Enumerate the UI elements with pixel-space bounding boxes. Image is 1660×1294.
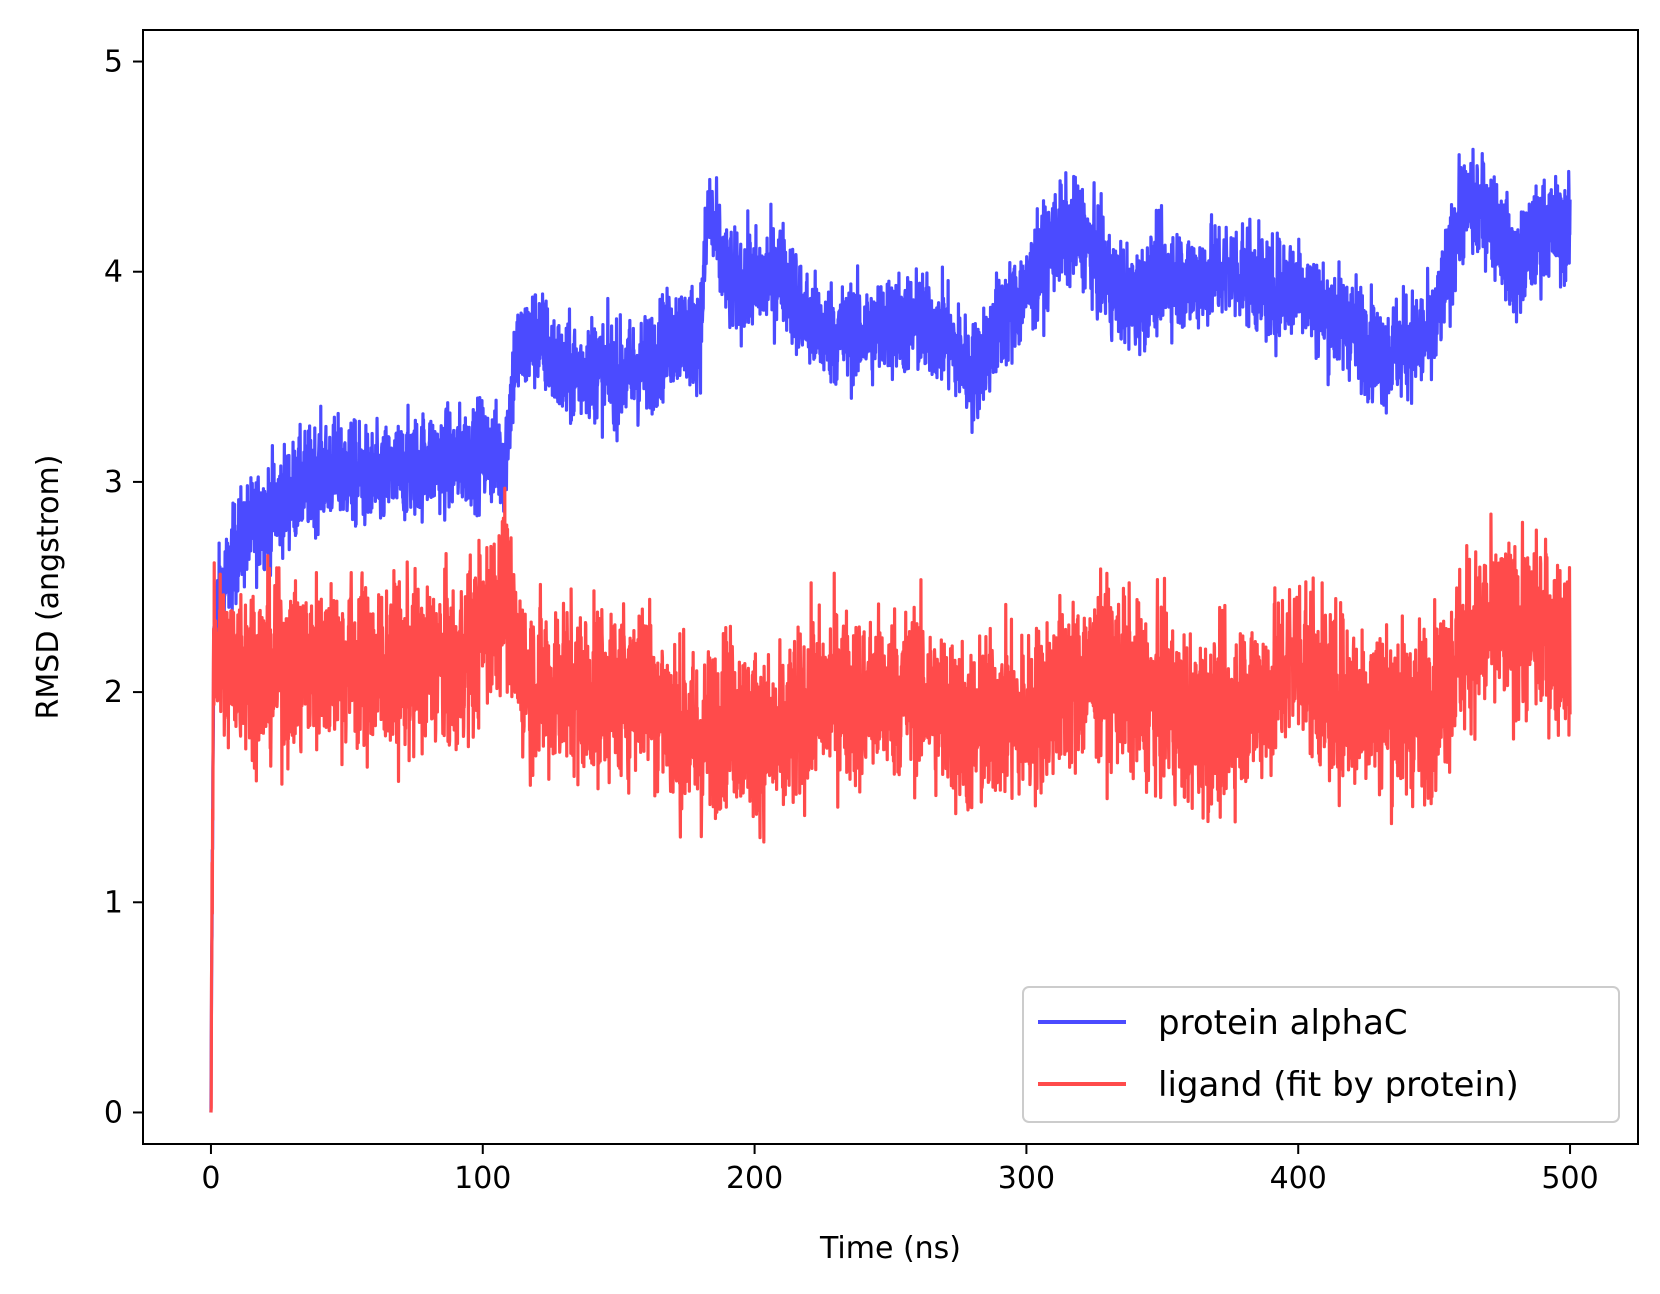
y-tick-label: 1 <box>104 885 123 920</box>
legend-label: ligand (fit by protein) <box>1158 1065 1519 1105</box>
series-layer <box>209 147 1572 1113</box>
y-tick-label: 5 <box>104 45 123 80</box>
plot-frame <box>142 29 1639 1145</box>
x-axis-label: Time (ns) <box>819 1231 961 1266</box>
x-tick-label: 300 <box>998 1161 1055 1196</box>
legend: protein alphaC ligand (fit by protein) <box>1022 986 1620 1123</box>
x-tick-label: 100 <box>454 1161 511 1196</box>
x-axis-ticks: 0 100 200 300 400 500 <box>201 1144 1599 1196</box>
y-tick-label: 0 <box>104 1095 123 1130</box>
series-line-1 <box>209 486 1572 1113</box>
x-tick-label: 0 <box>201 1161 220 1196</box>
y-axis-ticks: 0 1 2 3 4 5 <box>104 45 143 1130</box>
legend-label: protein alphaC <box>1158 1003 1408 1043</box>
x-tick-label: 500 <box>1541 1161 1598 1196</box>
series-line-0 <box>209 147 1572 1113</box>
y-tick-label: 4 <box>104 255 123 290</box>
x-tick-label: 200 <box>726 1161 783 1196</box>
y-axis-label: RMSD (angstrom) <box>31 455 66 720</box>
legend-box <box>1022 986 1620 1123</box>
y-tick-label: 3 <box>104 465 123 500</box>
y-tick-label: 2 <box>104 675 123 710</box>
x-tick-label: 400 <box>1270 1161 1327 1196</box>
